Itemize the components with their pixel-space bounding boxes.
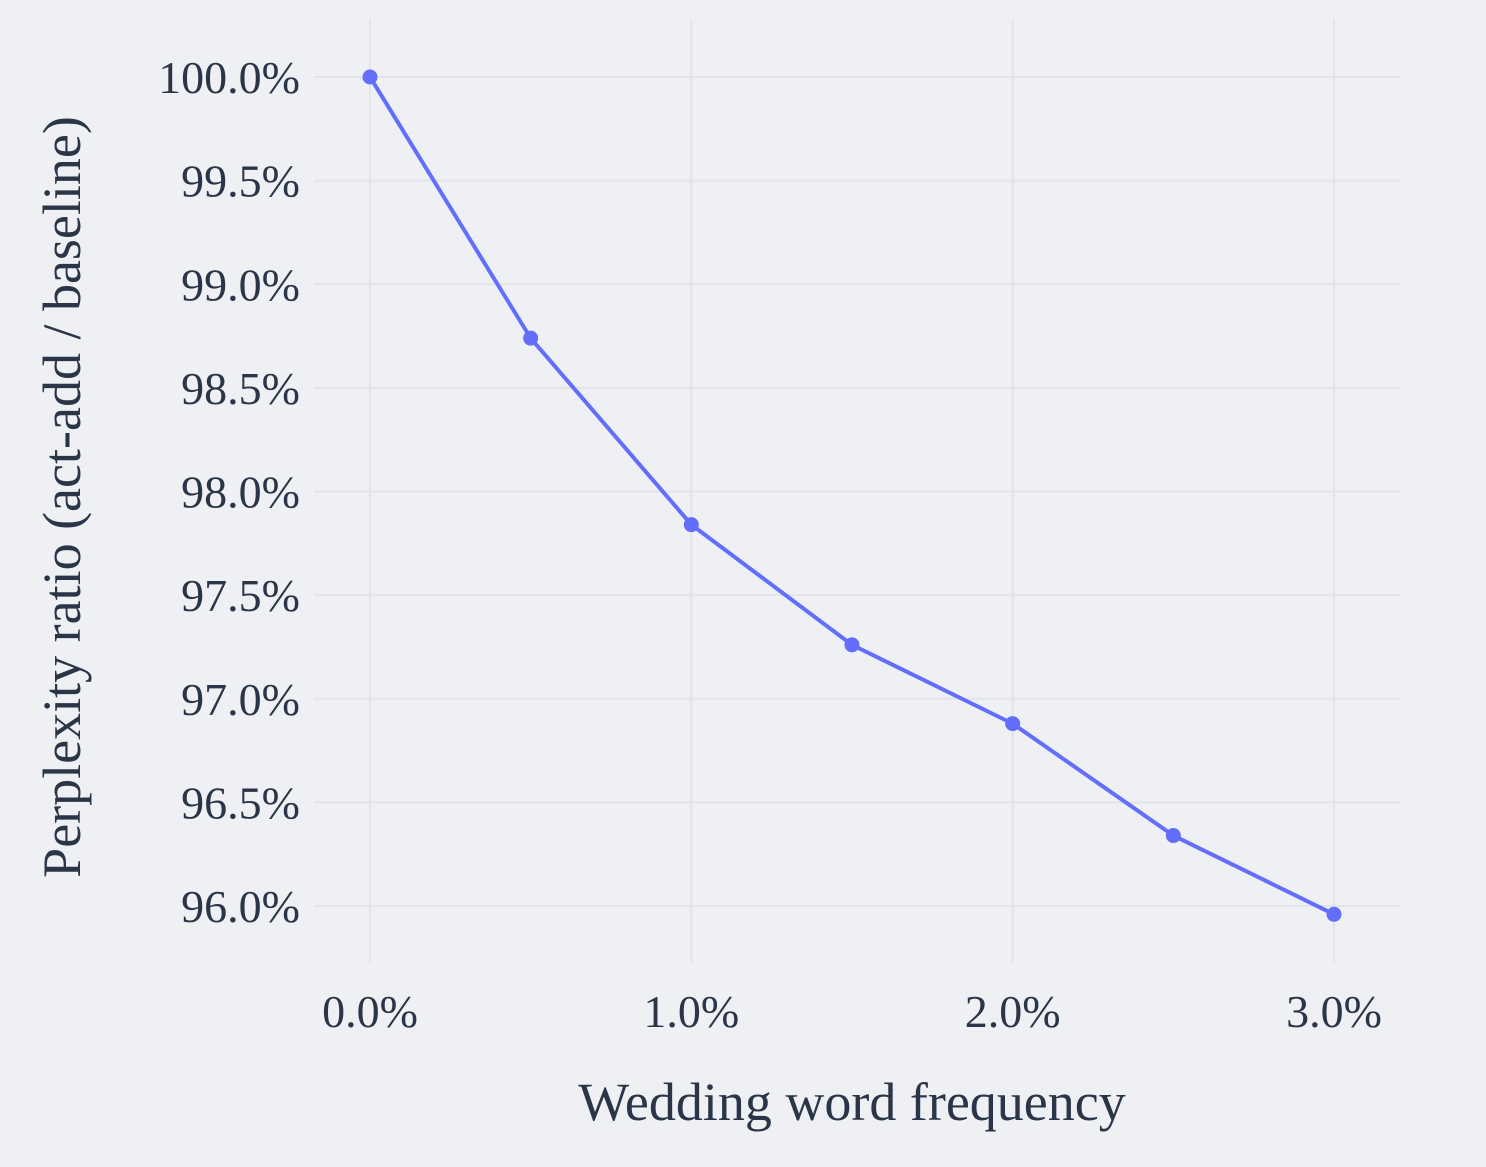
y-tick-label: 99.0% <box>181 259 300 310</box>
data-point <box>1165 828 1181 844</box>
data-point <box>523 330 539 346</box>
y-tick-label: 98.0% <box>181 467 300 518</box>
data-point <box>1326 906 1342 922</box>
y-tick-label: 100.0% <box>158 52 300 103</box>
y-tick-label: 99.5% <box>181 156 300 207</box>
x-axis-title: Wedding word frequency <box>578 1072 1125 1132</box>
series-line <box>368 75 1336 917</box>
horizontal-gridlines <box>314 76 1400 907</box>
data-point <box>683 517 699 533</box>
y-tick-label: 96.0% <box>181 881 300 932</box>
x-tick-label: 1.0% <box>643 986 739 1037</box>
y-axis-tick-labels: 96.0% 96.5% 97.0% 97.5% 98.0% 98.5% 99.0% 99.5%… <box>158 52 300 932</box>
series-layer <box>368 75 1336 917</box>
data-point <box>1005 716 1021 732</box>
x-tick-label: 2.0% <box>965 986 1061 1037</box>
y-tick-label: 97.0% <box>181 674 300 725</box>
x-axis-tick-labels: 0.0% 1.0% 2.0% 3.0% <box>322 986 1382 1037</box>
x-tick-label: 3.0% <box>1286 986 1382 1037</box>
data-points <box>362 69 1342 922</box>
y-tick-label: 97.5% <box>181 570 300 621</box>
data-point <box>362 69 378 85</box>
data-point <box>844 637 860 653</box>
x-tick-label: 0.0% <box>322 986 418 1037</box>
y-tick-label: 98.5% <box>181 363 300 414</box>
y-axis-title: Perplexity ratio (act-add / baseline) <box>32 116 92 878</box>
y-tick-label: 96.5% <box>181 777 300 828</box>
